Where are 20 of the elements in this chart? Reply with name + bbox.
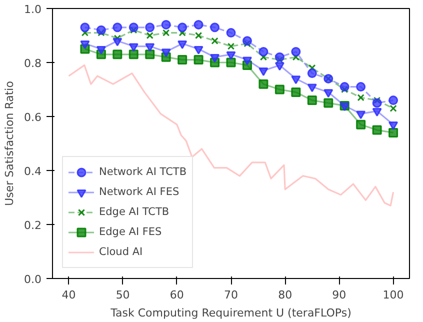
x-tick-label: 40: [62, 288, 76, 302]
legend-label: Cloud AI: [99, 245, 143, 259]
x-tick-label: 100: [382, 288, 404, 302]
legend-label: Edge AI FES: [99, 225, 162, 239]
legend-label: Network AI FES: [99, 185, 180, 199]
legend-label: Network AI TCTB: [99, 165, 187, 179]
y-tick-label: 1.0: [24, 3, 42, 16]
y-tick-label: 0.6: [24, 111, 42, 124]
x-tick-label: 60: [170, 288, 184, 302]
x-tick-label: 80: [278, 288, 292, 302]
y-tick-label: 0.2: [24, 219, 42, 232]
x-tick-label: 50: [116, 288, 130, 302]
x-axis-title: Task Computing Requirement U (teraFLOPs): [110, 306, 352, 320]
legend-label: Edge AI TCTB: [99, 205, 170, 219]
y-tick-label: 0.8: [24, 57, 42, 70]
x-tick-label: 70: [224, 288, 238, 302]
y-axis-title: User Satisfaction Ratio: [3, 80, 16, 206]
y-tick-label: 0.0: [24, 273, 42, 286]
y-tick-label: 0.4: [24, 165, 42, 178]
x-tick-label: 90: [332, 288, 346, 302]
